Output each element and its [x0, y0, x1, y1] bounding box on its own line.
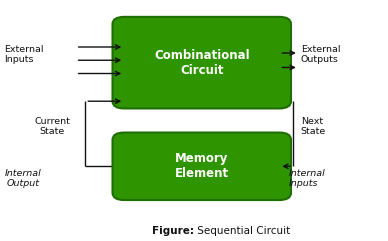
Text: Current
State: Current State: [35, 117, 70, 136]
Text: External
Outputs: External Outputs: [301, 45, 340, 64]
FancyBboxPatch shape: [113, 17, 291, 108]
Text: Internal
Output: Internal Output: [5, 169, 42, 188]
Text: Figure:: Figure:: [152, 226, 194, 236]
Text: Next
State: Next State: [301, 117, 326, 136]
Text: Memory
Element: Memory Element: [175, 152, 229, 180]
Text: Internal
Inputs: Internal Inputs: [289, 169, 326, 188]
FancyBboxPatch shape: [113, 133, 291, 200]
Text: Sequential Circuit: Sequential Circuit: [194, 226, 290, 236]
Text: External
Inputs: External Inputs: [4, 45, 43, 64]
Text: Combinational
Circuit: Combinational Circuit: [154, 49, 249, 77]
